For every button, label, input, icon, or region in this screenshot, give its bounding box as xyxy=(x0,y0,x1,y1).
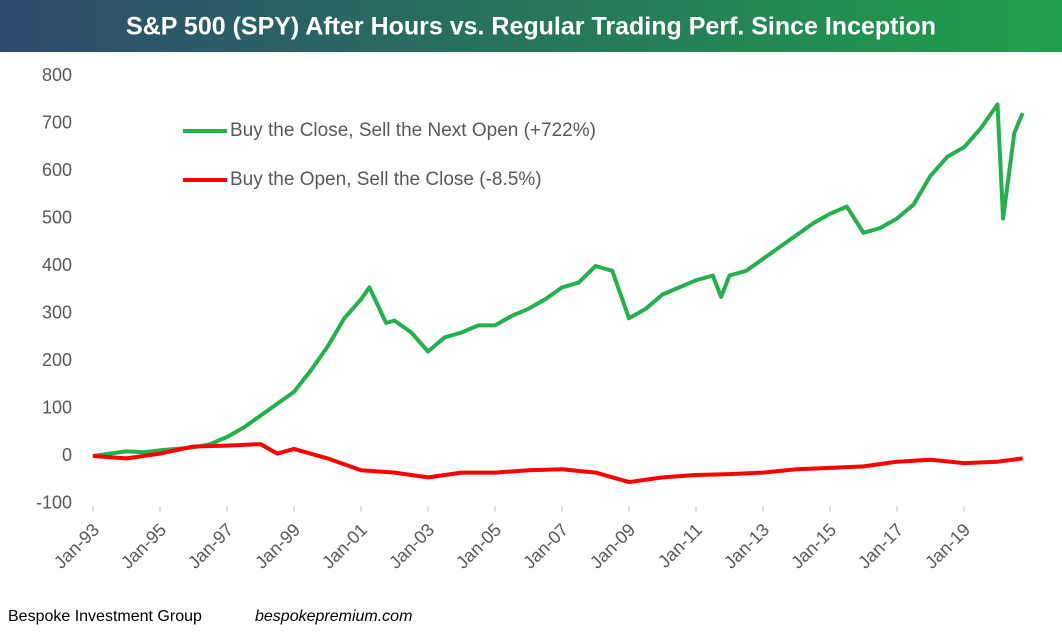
x-tick-label: Jan-15 xyxy=(787,520,840,573)
y-tick-label: 0 xyxy=(62,445,72,465)
y-tick-label: 200 xyxy=(42,350,72,370)
y-tick-label: 400 xyxy=(42,255,72,275)
series-line xyxy=(92,102,1025,458)
y-tick-label: 800 xyxy=(42,65,72,85)
x-tick-label: Jan-01 xyxy=(318,520,371,573)
x-tick-label: Jan-19 xyxy=(921,520,974,573)
footer-source: Bespoke Investment Group xyxy=(8,608,202,625)
legend-label: Buy the Close, Sell the Next Open (+722%… xyxy=(230,120,596,141)
x-tick-label: Jan-99 xyxy=(251,520,304,573)
x-tick-label: Jan-17 xyxy=(854,520,907,573)
x-tick-label: Jan-93 xyxy=(50,520,103,573)
title-bar xyxy=(0,0,1062,52)
legend-label: Buy the Open, Sell the Close (-8.5%) xyxy=(230,169,542,190)
y-tick-label: 100 xyxy=(42,397,72,417)
x-tick-label: Jan-95 xyxy=(117,520,170,573)
y-tick-label: 700 xyxy=(42,112,72,132)
chart-title: S&P 500 (SPY) After Hours vs. Regular Tr… xyxy=(126,13,936,41)
y-tick-label: 500 xyxy=(42,207,72,227)
y-tick-label: -100 xyxy=(36,492,72,512)
x-tick-label: Jan-13 xyxy=(720,520,773,573)
y-tick-label: 600 xyxy=(42,160,72,180)
x-tick-label: Jan-07 xyxy=(519,520,572,573)
x-tick-label: Jan-03 xyxy=(385,520,438,573)
x-tick-label: Jan-05 xyxy=(452,520,505,573)
x-tick-label: Jan-09 xyxy=(586,520,639,573)
footer-site: bespokepremium.com xyxy=(255,608,412,625)
series-line xyxy=(92,442,1023,485)
y-tick-label: 300 xyxy=(42,302,72,322)
x-tick-label: Jan-97 xyxy=(184,520,237,573)
x-tick-label: Jan-11 xyxy=(654,520,706,572)
